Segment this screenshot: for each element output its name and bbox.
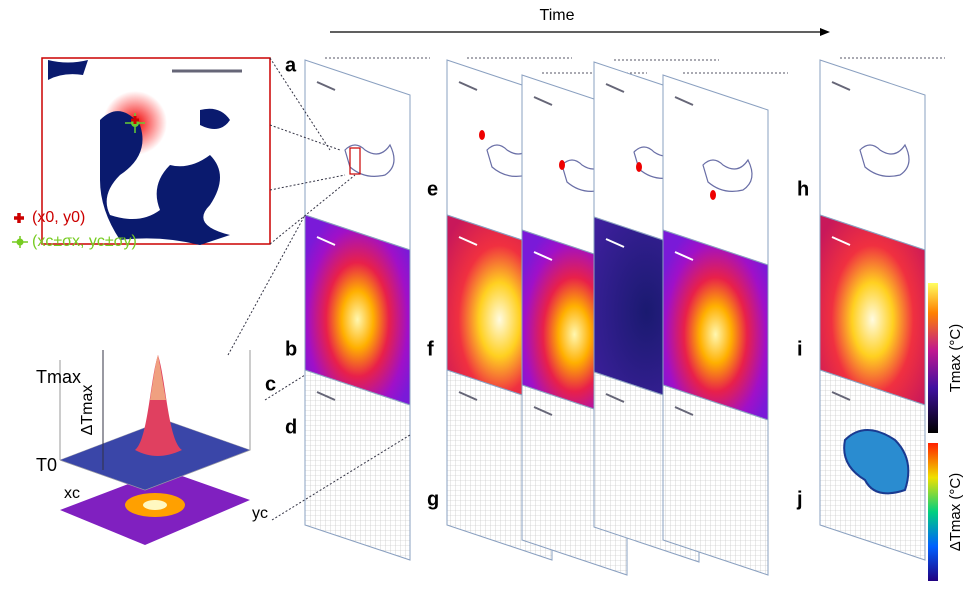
peak-legend: (x0, y0) xyxy=(32,209,85,226)
panel-label: a xyxy=(285,54,297,76)
hotspot xyxy=(710,190,716,200)
centroid-legend: (xc±σx, yc±σy) xyxy=(32,233,137,250)
peak-top xyxy=(150,355,166,400)
t0-label: T0 xyxy=(36,455,57,475)
colorbar-label: Tmax (°C) xyxy=(947,324,964,393)
panel-stacks xyxy=(305,58,945,575)
xc-label: xc xyxy=(64,485,80,502)
time-label: Time xyxy=(540,7,575,24)
panel-label: b xyxy=(285,338,297,360)
panel-label: c xyxy=(265,373,276,395)
colorbar-tmax xyxy=(928,283,938,433)
hotspot xyxy=(559,160,565,170)
delta-tmax-label: ΔTmax xyxy=(79,385,96,436)
projection-core xyxy=(143,500,167,510)
panel-label: j xyxy=(796,488,803,510)
colorbar-label: ΔTmax (°C) xyxy=(947,473,964,552)
hotspot xyxy=(479,130,485,140)
tmax-label: Tmax xyxy=(36,367,81,387)
panel-label: d xyxy=(285,416,297,438)
colorbar-delta xyxy=(928,443,938,581)
panel-label: f xyxy=(427,338,434,360)
centroid-legend-dot xyxy=(17,239,24,246)
panel-label: g xyxy=(427,488,439,510)
panel-label: i xyxy=(797,338,803,360)
arrow-head xyxy=(820,28,830,36)
panel-label: e xyxy=(427,178,438,200)
hotspot xyxy=(636,162,642,172)
panel-label: h xyxy=(797,178,809,200)
figure: Time (x0, y0) (xc±σx, yc±σy) Tmax T0 ΔTm… xyxy=(0,0,965,585)
peak-legend-icon xyxy=(14,213,24,223)
yc-label: yc xyxy=(252,505,268,522)
